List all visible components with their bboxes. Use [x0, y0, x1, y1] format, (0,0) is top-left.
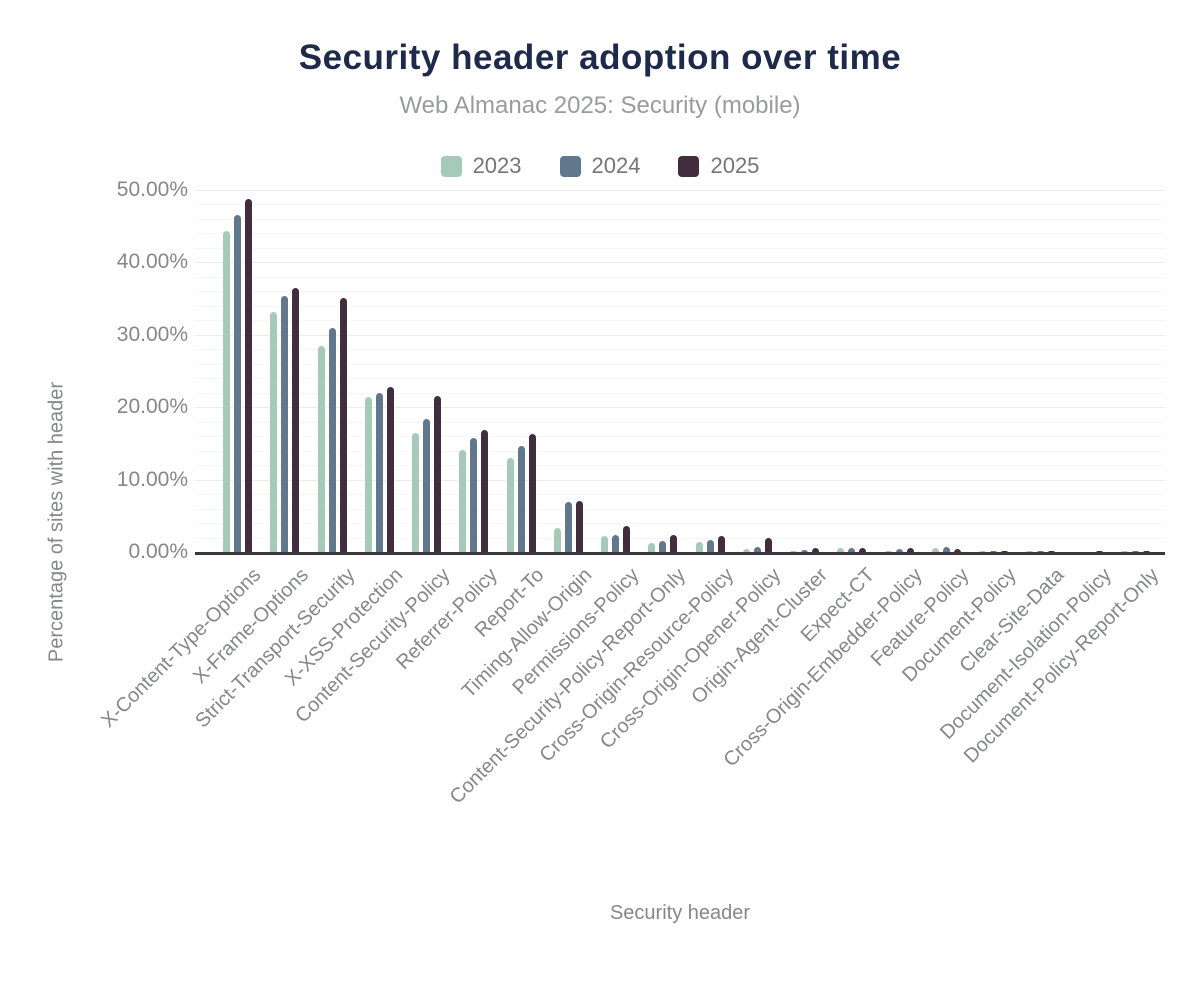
bar-2025-cross-origin-embedder-policy[interactable] [906, 547, 914, 554]
bar-2025-content-security-policy-report-only[interactable] [670, 534, 678, 554]
bar-2024-feature-policy[interactable] [942, 546, 950, 554]
y-axis-title: Percentage of sites with header [45, 381, 68, 663]
minor-gridline [195, 494, 1165, 496]
x-axis-title: Security header [609, 902, 751, 924]
bar-2023-x-content-type-options[interactable] [223, 231, 231, 554]
bar-2024-permissions-policy[interactable] [612, 534, 620, 554]
minor-gridline [195, 305, 1165, 307]
minor-gridline [195, 392, 1165, 394]
bar-2023-expect-ct[interactable] [837, 547, 845, 554]
legend-swatch-2024 [559, 155, 581, 177]
y-tick-label: 10.00% [116, 467, 188, 491]
bar-2023-feature-policy[interactable] [931, 547, 939, 554]
x-axis-line [195, 552, 1165, 555]
bar-2023-content-security-policy-report-only[interactable] [648, 542, 656, 554]
legend-label: 2025 [710, 153, 760, 178]
minor-gridline [195, 363, 1165, 365]
y-tick-label: 50.00% [116, 178, 188, 201]
bar-2024-cross-origin-resource-policy[interactable] [706, 539, 714, 554]
minor-gridline [195, 247, 1165, 249]
bar-2023-timing-allow-origin[interactable] [553, 528, 561, 554]
bar-2025-x-content-type-options[interactable] [245, 199, 253, 554]
major-gridline [195, 262, 1165, 264]
minor-gridline [195, 218, 1165, 220]
legend-label: 2023 [472, 153, 522, 178]
bar-2025-strict-transport-security[interactable] [339, 297, 347, 554]
bar-2023-cross-origin-resource-policy[interactable] [695, 541, 703, 554]
minor-gridline [195, 450, 1165, 452]
minor-gridline [195, 349, 1165, 351]
minor-gridline [195, 320, 1165, 322]
bar-2025-x-xss-protection[interactable] [386, 386, 394, 554]
bar-2024-timing-allow-origin[interactable] [564, 502, 572, 554]
major-gridline [195, 407, 1165, 409]
bar-2024-expect-ct[interactable] [848, 547, 856, 554]
bar-2024-cross-origin-embedder-policy[interactable] [895, 549, 903, 554]
bar-2025-permissions-policy[interactable] [623, 525, 631, 554]
legend-swatch-2025 [678, 155, 700, 177]
minor-gridline [195, 465, 1165, 467]
minor-gridline [195, 436, 1165, 438]
bar-2023-cross-origin-opener-policy[interactable] [742, 549, 750, 554]
bar-2023-x-frame-options[interactable] [270, 311, 278, 554]
bar-2024-content-security-policy[interactable] [423, 418, 431, 554]
bar-2025-x-frame-options[interactable] [292, 287, 300, 554]
bar-2024-cross-origin-opener-policy[interactable] [753, 546, 761, 554]
minor-gridline [195, 204, 1165, 206]
legend-label: 2024 [591, 153, 641, 178]
bar-2023-report-to[interactable] [506, 457, 514, 554]
major-gridline [195, 479, 1165, 481]
bar-2024-x-content-type-options[interactable] [234, 215, 242, 554]
bar-2024-report-to[interactable] [517, 445, 525, 554]
bar-2025-cross-origin-resource-policy[interactable] [717, 536, 725, 554]
chart-subtitle: Web Almanac 2025: Security (mobile) [399, 92, 801, 119]
major-gridline [195, 334, 1165, 336]
bar-2024-strict-transport-security[interactable] [328, 327, 336, 554]
y-tick-label: 30.00% [116, 322, 188, 346]
minor-gridline [195, 276, 1165, 278]
bar-2025-expect-ct[interactable] [859, 548, 867, 554]
bar-2025-origin-agent-cluster[interactable] [812, 547, 820, 554]
bar-2024-x-xss-protection[interactable] [375, 392, 383, 554]
bar-2024-origin-agent-cluster[interactable] [801, 549, 809, 554]
legend-swatch-2023 [440, 155, 462, 177]
chart-title: Security header adoption over time [298, 38, 902, 77]
y-tick-label: 40.00% [116, 250, 188, 274]
bar-2025-referrer-policy[interactable] [481, 429, 489, 554]
minor-gridline [195, 523, 1165, 525]
minor-gridline [195, 421, 1165, 423]
bar-2023-permissions-policy[interactable] [601, 536, 609, 554]
bar-2023-x-xss-protection[interactable] [364, 397, 372, 554]
y-tick-label: 20.00% [116, 395, 188, 419]
legend-item-2025: 2025 [678, 153, 759, 179]
legend: 2023 2024 2025 [0, 153, 1200, 179]
legend-item-2023: 2023 [440, 153, 522, 179]
bar-2023-content-security-policy[interactable] [412, 433, 420, 554]
bar-2024-x-frame-options[interactable] [281, 296, 289, 554]
bar-2025-timing-allow-origin[interactable] [575, 500, 583, 554]
minor-gridline [195, 508, 1165, 510]
major-gridline [195, 190, 1165, 191]
bar-2025-feature-policy[interactable] [953, 549, 961, 554]
bar-2023-referrer-policy[interactable] [459, 449, 467, 554]
minor-gridline [195, 233, 1165, 235]
bar-2025-cross-origin-opener-policy[interactable] [764, 538, 772, 554]
minor-gridline [195, 537, 1165, 539]
minor-gridline [195, 378, 1165, 380]
bar-2024-content-security-policy-report-only[interactable] [659, 541, 667, 554]
legend-item-2024: 2024 [559, 153, 641, 179]
y-tick-label: 0.00% [128, 540, 188, 563]
bar-2025-report-to[interactable] [528, 433, 536, 554]
minor-gridline [195, 291, 1165, 293]
bar-2025-content-security-policy[interactable] [434, 395, 442, 554]
bar-2023-strict-transport-security[interactable] [317, 346, 325, 554]
bar-2024-referrer-policy[interactable] [470, 438, 478, 554]
